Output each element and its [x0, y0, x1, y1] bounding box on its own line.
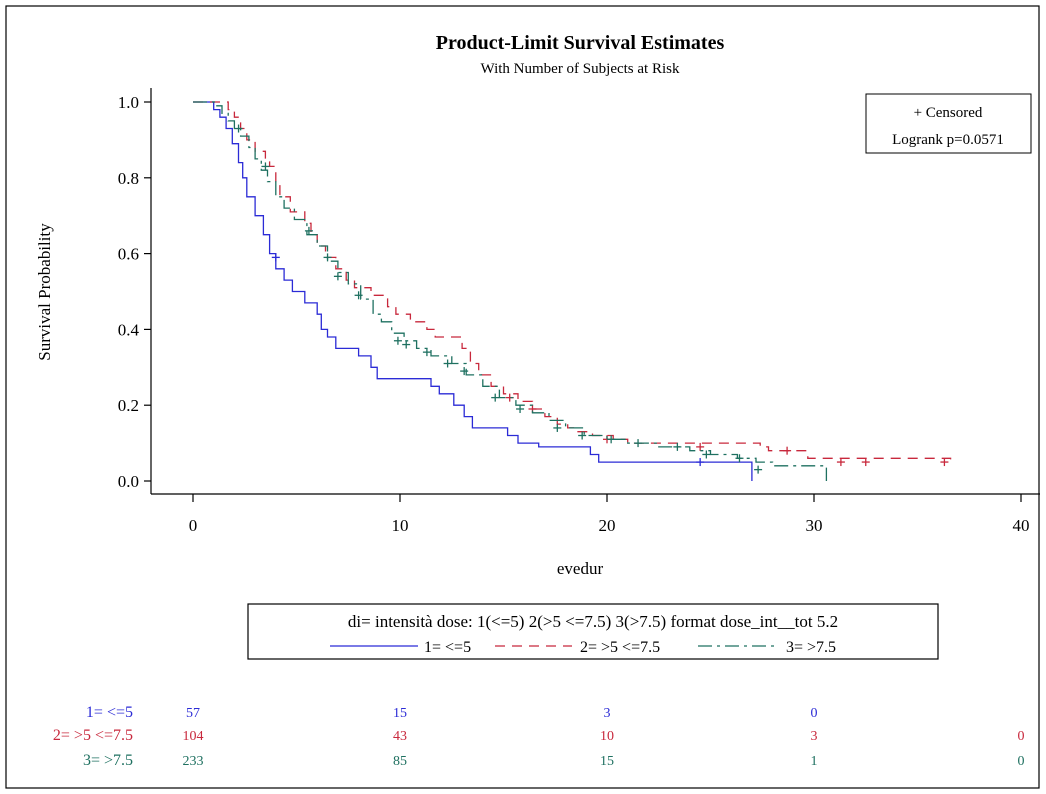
censor-mark: [323, 253, 332, 262]
legend-label-2: 2= >5 <=7.5: [580, 639, 660, 656]
censor-mark: [460, 367, 469, 376]
censor-mark: [393, 336, 402, 345]
censor-mark: [553, 423, 562, 432]
series-line-2: [193, 101, 952, 463]
at-risk-value: 1: [811, 754, 818, 769]
group-legend-title: di= intensità dose: 1(<=5) 2(>5 <=7.5) 3…: [348, 612, 838, 631]
censor-mark: [304, 226, 313, 235]
series-line-1: [193, 101, 753, 481]
censor-mark: [735, 454, 744, 463]
at-risk-value: 15: [600, 754, 614, 769]
at-risk-value: 3: [604, 706, 611, 721]
censor-mark: [443, 359, 452, 368]
censored-label: + Censored: [914, 105, 983, 121]
censor-mark: [422, 348, 431, 357]
censor-mark: [754, 465, 763, 474]
censor-mark: [673, 442, 682, 451]
censor-mark: [861, 458, 870, 467]
x-tick-label: 0: [189, 516, 198, 535]
logrank-label: Logrank p=0.0571: [892, 132, 1004, 148]
at-risk-value: 0: [1018, 754, 1025, 769]
censor-mark: [634, 439, 643, 448]
at-risk-value: 85: [393, 754, 407, 769]
at-risk-value: 15: [393, 706, 407, 721]
at-risk-value: 0: [1018, 729, 1025, 744]
censor-mark: [234, 124, 243, 133]
censor-mark: [333, 272, 342, 281]
censor-mark: [702, 450, 711, 459]
legend-entries: 1= <=5 2= >5 <=7.5 3= >7.5: [330, 639, 836, 656]
at-risk-value: 0: [811, 706, 818, 721]
y-axis-label: Survival Probability: [35, 223, 54, 361]
at-risk-value: 104: [183, 729, 204, 744]
y-tick-label: 0.2: [118, 396, 139, 415]
y-tick-label: 0.8: [118, 169, 139, 188]
axes: 0.0 0.2 0.4 0.6 0.8 1.0 0 10 20 30 40: [118, 88, 1040, 535]
censor-mark: [783, 446, 792, 455]
censor-mark: [271, 253, 280, 262]
series-layer: [193, 101, 952, 481]
x-axis-label: evedur: [557, 559, 604, 578]
at-risk-row-label: 1= <=5: [86, 704, 133, 721]
censor-mark: [354, 291, 363, 300]
x-tick-label: 30: [806, 516, 823, 535]
y-tick-label: 1.0: [118, 93, 139, 112]
at-risk-value: 3: [811, 729, 818, 744]
inset-legend-box: [865, 93, 1032, 154]
group-legend-box: [247, 603, 939, 660]
at-risk-row-label: 3= >7.5: [83, 752, 133, 769]
censor-mark: [607, 435, 616, 444]
legend-label-1: 1= <=5: [424, 639, 471, 656]
at-risk-value: 57: [186, 706, 200, 721]
censor-mark: [940, 458, 949, 467]
x-tick-label: 10: [392, 516, 409, 535]
censor-mark: [402, 340, 411, 349]
censor-mark: [696, 458, 705, 467]
at-risk-value: 233: [183, 754, 204, 769]
censor-mark: [836, 458, 845, 467]
x-tick-label: 20: [599, 516, 616, 535]
at-risk-row-label: 2= >5 <=7.5: [53, 727, 133, 744]
y-tick-label: 0.6: [118, 245, 139, 264]
censor-mark: [261, 162, 270, 171]
group-legend: di= intensità dose: 1(<=5) 2(>5 <=7.5) 3…: [247, 603, 939, 660]
censor-mark: [516, 404, 525, 413]
chart-title: Product-Limit Survival Estimates: [436, 32, 725, 54]
chart-subtitle: With Number of Subjects at Risk: [481, 61, 680, 77]
y-tick-label: 0.4: [118, 320, 140, 339]
x-tick-label: 40: [1013, 516, 1030, 535]
series-line-3: [193, 101, 828, 481]
censor-mark: [578, 431, 587, 440]
at-risk-value: 10: [600, 729, 614, 744]
y-tick-label: 0.0: [118, 472, 139, 491]
legend-label-3: 3= >7.5: [786, 639, 836, 656]
at-risk-table: 1= <=5 57 15 3 02= >5 <=7.5 104 43 10 3 03= >7.5 2…: [53, 704, 1025, 769]
inset-legend: + Censored Logrank p=0.0571: [865, 93, 1032, 154]
censor-mark: [696, 442, 705, 451]
at-risk-value: 43: [393, 729, 407, 744]
censor-mark: [491, 393, 500, 402]
